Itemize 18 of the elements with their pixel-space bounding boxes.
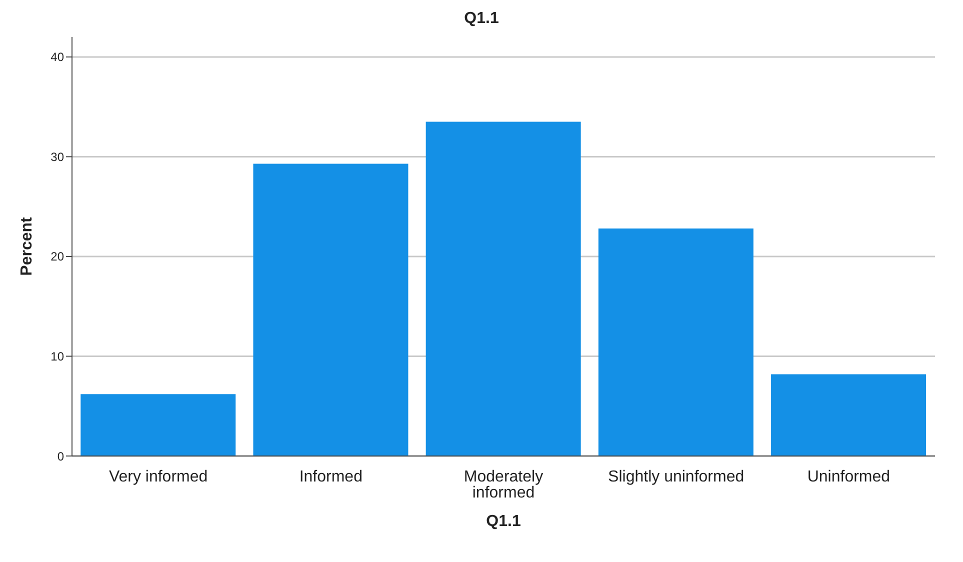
x-tick-label: Uninformed — [807, 468, 890, 486]
x-tick-label: Informed — [299, 468, 362, 486]
y-tick-label: 40 — [50, 50, 64, 64]
x-tick-label: Slightly uninformed — [608, 468, 744, 486]
bar — [598, 228, 754, 456]
x-tick-label: Very informed — [108, 468, 208, 486]
bar — [80, 394, 236, 456]
y-tick-label: 0 — [57, 449, 64, 464]
chart-title: Q1.1 — [463, 10, 500, 28]
bar — [771, 374, 926, 456]
y-tick-label: 10 — [50, 350, 64, 364]
x-tick-label: Moderately informed — [464, 468, 544, 502]
y-tick-label: 20 — [50, 250, 64, 264]
bar — [426, 122, 581, 456]
bar — [253, 164, 408, 456]
y-tick-label: 30 — [50, 150, 64, 164]
y-axis-title: Percent — [18, 216, 36, 276]
x-axis-title: Q1.1 — [486, 513, 521, 530]
